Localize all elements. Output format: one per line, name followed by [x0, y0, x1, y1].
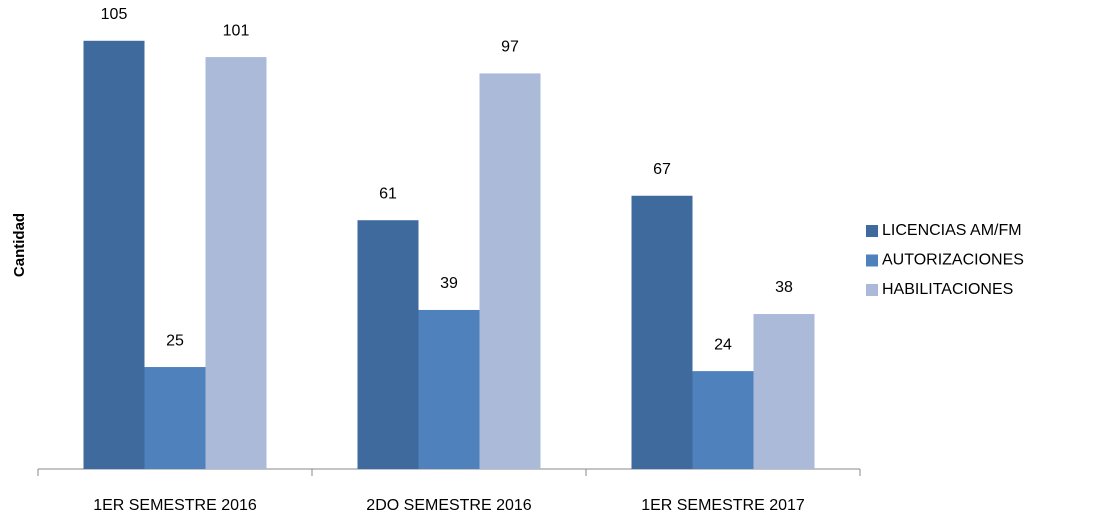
- bar: [631, 195, 693, 469]
- data-label: 24: [714, 336, 732, 353]
- legend-swatch: [866, 284, 878, 296]
- bar: [357, 220, 419, 469]
- bar: [144, 367, 206, 469]
- legend-swatch: [866, 225, 878, 237]
- x-tick-label: 1ER SEMESTRE 2017: [641, 497, 805, 514]
- data-label: 97: [501, 39, 519, 56]
- bar: [83, 40, 145, 470]
- legend-label: LICENCIAS AM/FM: [882, 222, 1022, 239]
- y-axis-label: Cantidad: [11, 213, 28, 277]
- x-tick-label: 2DO SEMESTRE 2016: [366, 497, 532, 514]
- bar: [418, 309, 480, 469]
- x-tick-label: 1ER SEMESTRE 2016: [93, 497, 257, 514]
- data-label: 61: [379, 185, 397, 202]
- legend-swatch: [866, 254, 878, 267]
- data-label: 25: [166, 332, 184, 349]
- bar: [205, 57, 267, 470]
- legend-label: HABILITACIONES: [882, 281, 1013, 298]
- data-label: 67: [653, 161, 671, 178]
- legend-label: AUTORIZACIONES: [882, 252, 1024, 269]
- data-label: 38: [775, 279, 793, 296]
- bar: [753, 314, 815, 469]
- data-label: 39: [440, 275, 458, 292]
- data-label: 105: [101, 6, 128, 23]
- bar: [692, 371, 754, 469]
- data-label: 101: [223, 22, 250, 39]
- bar: [479, 73, 541, 470]
